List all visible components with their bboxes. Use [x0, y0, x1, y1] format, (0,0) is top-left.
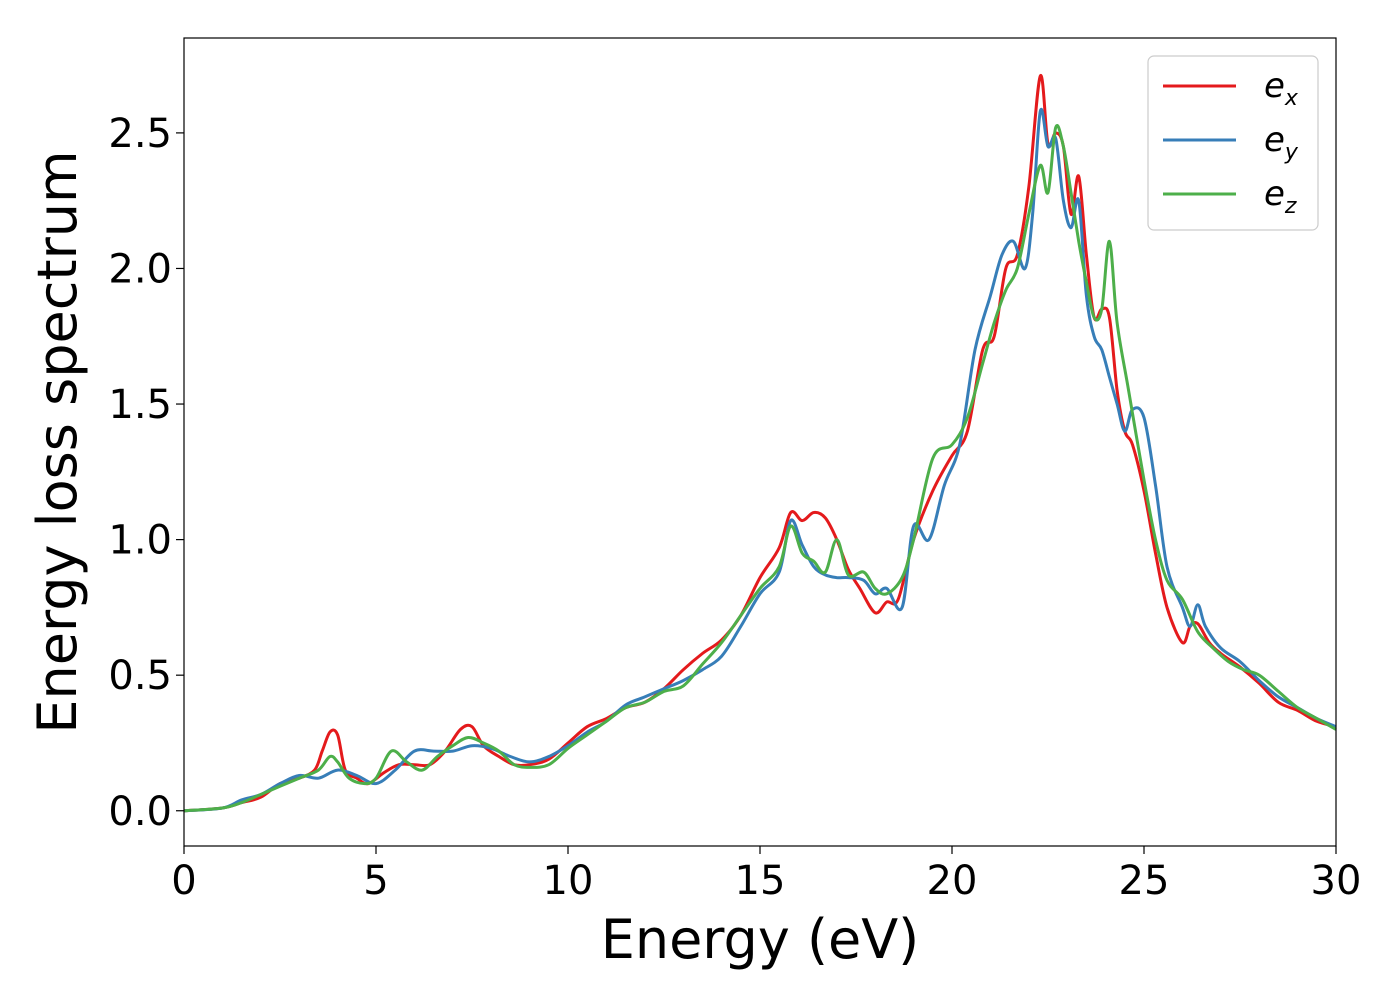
y-tick-label: 1.0 — [108, 518, 172, 564]
y-tick-label: 0.0 — [108, 789, 172, 835]
legend: ex ey ez — [1147, 55, 1319, 231]
x-tick-label: 15 — [735, 858, 786, 904]
x-tick-label: 10 — [543, 858, 594, 904]
x-tick-label: 0 — [171, 858, 196, 904]
y-axis: 0.0 0.5 1.0 1.5 2.0 2.5 — [108, 111, 184, 835]
x-tick-label: 5 — [363, 858, 388, 904]
x-tick-label: 20 — [927, 858, 978, 904]
x-tick-label: 30 — [1311, 858, 1362, 904]
x-tick-label: 25 — [1119, 858, 1170, 904]
legend-label-z: ez — [1264, 174, 1297, 219]
y-tick-label: 2.5 — [108, 111, 172, 157]
x-axis: 0 5 10 15 20 25 30 — [171, 846, 1361, 904]
series-line-y — [183, 107, 1337, 813]
y-tick-label: 0.5 — [108, 653, 172, 699]
x-axis-label: Energy (eV) — [601, 908, 920, 971]
y-tick-label: 2.0 — [108, 246, 172, 292]
legend-label-y: ey — [1264, 120, 1299, 165]
y-tick-label: 1.5 — [108, 382, 172, 428]
legend-label-x: ex — [1264, 66, 1299, 111]
plot-background — [184, 38, 1336, 846]
series-layer — [183, 74, 1337, 813]
legend-box — [1147, 55, 1319, 231]
y-axis-label: Energy loss spectrum — [26, 150, 89, 733]
series-line-z — [183, 124, 1337, 813]
